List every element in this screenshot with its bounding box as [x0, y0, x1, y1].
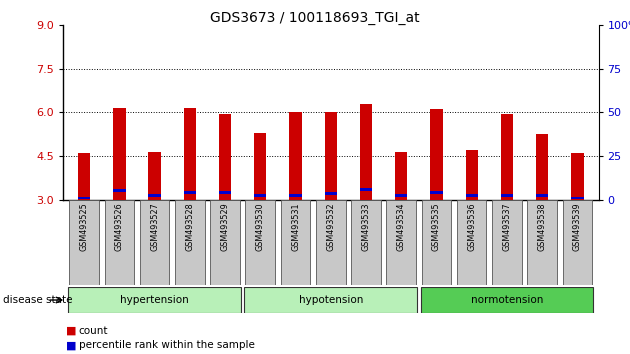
Bar	[360, 188, 372, 191]
Bar	[457, 200, 486, 285]
Bar	[78, 196, 90, 199]
Bar	[324, 113, 337, 200]
Text: GSM493530: GSM493530	[256, 202, 265, 251]
Bar	[466, 150, 478, 200]
Bar	[563, 200, 592, 285]
Bar	[184, 108, 196, 200]
Text: GSM493531: GSM493531	[291, 202, 300, 251]
Bar	[289, 113, 302, 200]
Bar	[501, 114, 513, 200]
Bar	[244, 287, 417, 313]
Bar	[536, 194, 548, 196]
Bar	[210, 200, 240, 285]
Bar	[395, 194, 408, 196]
Text: GSM493527: GSM493527	[150, 202, 159, 251]
Bar	[219, 191, 231, 194]
Text: GSM493532: GSM493532	[326, 202, 335, 251]
Bar	[184, 191, 196, 194]
Bar	[149, 152, 161, 200]
Text: GSM493539: GSM493539	[573, 202, 582, 251]
Bar	[289, 194, 302, 196]
Bar	[492, 200, 522, 285]
Bar	[324, 192, 337, 195]
Bar	[68, 287, 241, 313]
Bar	[351, 200, 381, 285]
Text: count: count	[79, 326, 108, 336]
Text: GSM493538: GSM493538	[537, 202, 547, 251]
Text: GSM493535: GSM493535	[432, 202, 441, 251]
Bar	[175, 200, 205, 285]
Bar	[571, 196, 583, 199]
Bar	[571, 153, 583, 200]
Text: GSM493536: GSM493536	[467, 202, 476, 251]
Bar	[430, 191, 443, 194]
Text: percentile rank within the sample: percentile rank within the sample	[79, 340, 255, 350]
Bar	[421, 200, 451, 285]
Text: disease state: disease state	[3, 295, 72, 305]
Bar	[105, 200, 134, 285]
Text: ■: ■	[66, 326, 77, 336]
Bar	[78, 153, 90, 200]
Bar	[360, 104, 372, 200]
Bar	[466, 194, 478, 196]
Text: GSM493534: GSM493534	[397, 202, 406, 251]
Text: GSM493526: GSM493526	[115, 202, 124, 251]
Text: hypotension: hypotension	[299, 295, 363, 305]
Text: GDS3673 / 100118693_TGI_at: GDS3673 / 100118693_TGI_at	[210, 11, 420, 25]
Bar	[281, 200, 311, 285]
Bar	[316, 200, 345, 285]
Bar	[69, 200, 99, 285]
Bar	[527, 200, 557, 285]
Bar	[421, 287, 593, 313]
Text: GSM493533: GSM493533	[362, 202, 370, 251]
Bar	[395, 152, 408, 200]
Text: GSM493525: GSM493525	[79, 202, 89, 251]
Bar	[113, 108, 125, 200]
Bar	[246, 200, 275, 285]
Bar	[254, 194, 266, 196]
Bar	[140, 200, 169, 285]
Bar	[386, 200, 416, 285]
Bar	[149, 194, 161, 196]
Bar	[501, 194, 513, 196]
Bar	[536, 134, 548, 200]
Text: GSM493528: GSM493528	[185, 202, 194, 251]
Bar	[430, 109, 443, 200]
Text: normotension: normotension	[471, 295, 543, 305]
Text: hypertension: hypertension	[120, 295, 189, 305]
Bar	[254, 133, 266, 200]
Text: GSM493537: GSM493537	[502, 202, 512, 251]
Text: ■: ■	[66, 340, 77, 350]
Bar	[219, 114, 231, 200]
Text: GSM493529: GSM493529	[220, 202, 229, 251]
Bar	[113, 189, 125, 192]
